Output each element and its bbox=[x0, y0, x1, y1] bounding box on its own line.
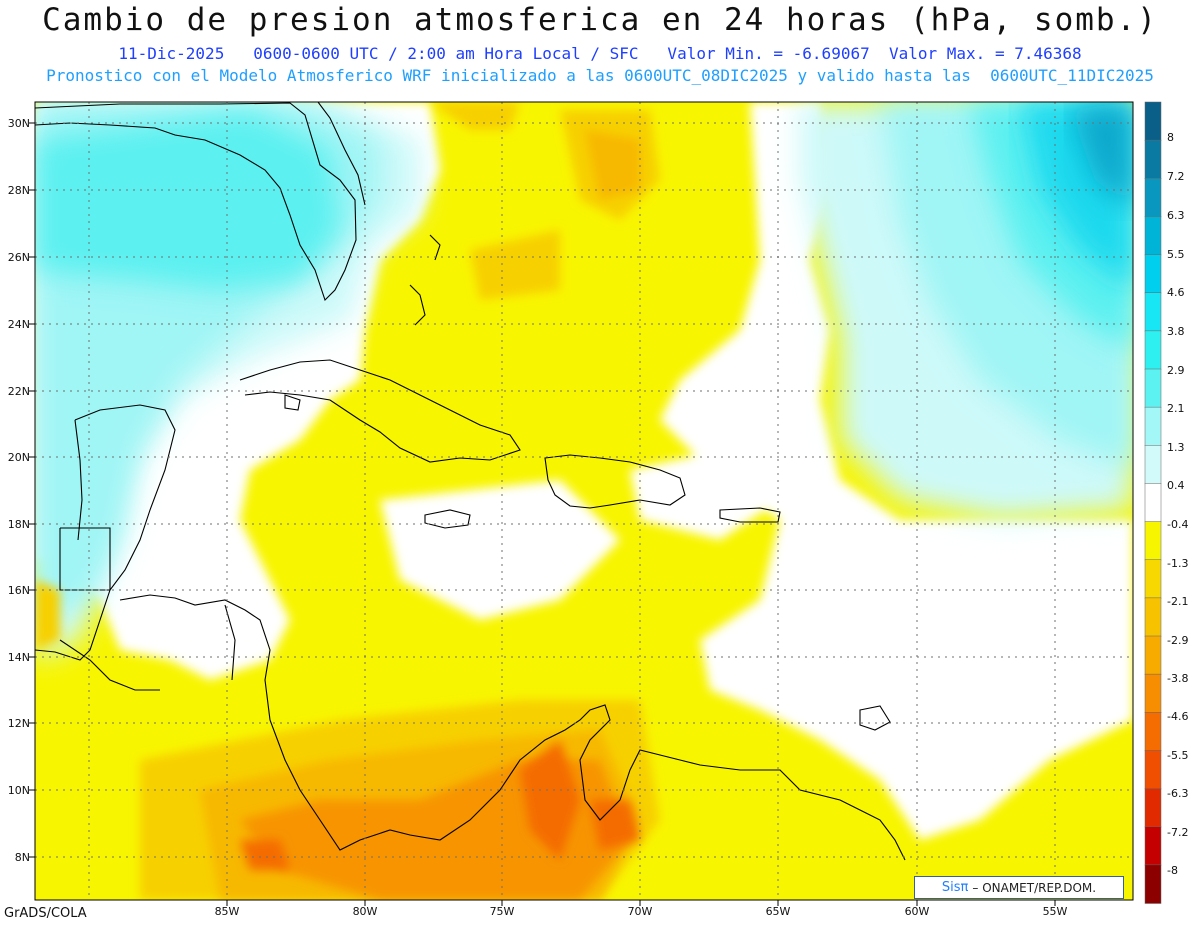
map-subtitle-dates: 11-Dic-2025 0600-0600 UTC / 2:00 am Hora… bbox=[118, 44, 1082, 63]
colorbar-label: -6.3 bbox=[1167, 787, 1189, 800]
lat-label: 16N bbox=[7, 584, 30, 597]
lon-label: 70W bbox=[627, 905, 653, 918]
lat-label: 12N bbox=[7, 717, 30, 730]
lon-label: 65W bbox=[765, 905, 791, 918]
colorbar-label: 4.6 bbox=[1167, 286, 1185, 299]
colorbar-swatch bbox=[1144, 864, 1162, 904]
lon-label: 80W bbox=[352, 905, 378, 918]
colorbar-label: -2.1 bbox=[1167, 595, 1189, 608]
colorbar-label: 3.8 bbox=[1167, 325, 1185, 338]
lon-label: 75W bbox=[489, 905, 515, 918]
colorbar-swatch bbox=[1144, 139, 1162, 180]
lon-label: 85W bbox=[214, 905, 240, 918]
lat-label: 14N bbox=[7, 651, 30, 664]
colorbar-swatch bbox=[1144, 673, 1162, 714]
software-credit: GrADS/COLA bbox=[4, 906, 87, 921]
colorbar-swatch bbox=[1144, 254, 1162, 294]
colorbar-swatch bbox=[1144, 330, 1162, 370]
colorbar-label: 8 bbox=[1167, 131, 1174, 144]
colorbar-label: -0.4 bbox=[1167, 518, 1189, 531]
colorbar-swatch bbox=[1144, 635, 1162, 675]
colorbar-label: -1.3 bbox=[1167, 557, 1189, 570]
sispi-logo: Sisπ bbox=[941, 880, 969, 895]
colorbar-swatch bbox=[1144, 368, 1162, 408]
colorbar-label: 7.2 bbox=[1167, 170, 1185, 183]
colorbar-swatch bbox=[1144, 483, 1162, 523]
map-subtitle-model: Pronostico con el Modelo Atmosferico WRF… bbox=[46, 66, 1154, 85]
colorbar-label: -3.8 bbox=[1167, 672, 1189, 685]
colorbar-swatch bbox=[1144, 445, 1162, 485]
colorbar-swatch bbox=[1144, 826, 1162, 866]
colorbar-label: 0.4 bbox=[1167, 479, 1185, 492]
colorbar-swatch bbox=[1144, 521, 1162, 561]
colorbar bbox=[1144, 101, 1162, 904]
colorbar-swatch bbox=[1144, 406, 1162, 447]
lat-label: 24N bbox=[7, 318, 30, 331]
colorbar-label: -4.6 bbox=[1167, 710, 1189, 723]
colorbar-swatch bbox=[1144, 292, 1162, 332]
lat-label: 8N bbox=[14, 851, 30, 864]
colorbar-label: 5.5 bbox=[1167, 248, 1185, 261]
credit-text: – ONAMET/REP.DOM. bbox=[972, 880, 1097, 895]
lat-label: 20N bbox=[7, 451, 30, 464]
colorbar-label: -5.5 bbox=[1167, 749, 1189, 762]
colorbar-label: 6.3 bbox=[1167, 209, 1185, 222]
graticule bbox=[35, 102, 1133, 900]
colorbar-label: -2.9 bbox=[1167, 634, 1189, 647]
colorbar-label: -7.2 bbox=[1167, 826, 1189, 839]
colorbar-label: 2.1 bbox=[1167, 402, 1185, 415]
colorbar-label: 1.3 bbox=[1167, 441, 1185, 454]
colorbar-swatch bbox=[1144, 101, 1162, 141]
lon-label: 55W bbox=[1042, 905, 1068, 918]
lat-label: 10N bbox=[7, 784, 30, 797]
colorbar-swatch bbox=[1144, 712, 1162, 752]
onamet-credit-box: Sisπ – ONAMET/REP.DOM. bbox=[914, 876, 1124, 899]
coastlines bbox=[35, 102, 906, 861]
lon-label: 60W bbox=[904, 905, 930, 918]
colorbar-swatch bbox=[1144, 750, 1162, 790]
colorbar-swatch bbox=[1144, 178, 1162, 218]
colorbar-label: -8 bbox=[1167, 864, 1178, 877]
colorbar-swatch bbox=[1144, 597, 1162, 637]
shaded-field bbox=[35, 102, 1133, 900]
axis-ticks bbox=[29, 122, 1056, 906]
lat-label: 22N bbox=[7, 385, 30, 398]
lat-label: 26N bbox=[7, 251, 30, 264]
lat-label: 30N bbox=[7, 117, 30, 130]
colorbar-swatch bbox=[1144, 216, 1162, 256]
lat-label: 28N bbox=[7, 184, 30, 197]
colorbar-swatch bbox=[1144, 559, 1162, 599]
colorbar-swatch bbox=[1144, 788, 1162, 828]
map-title: Cambio de presion atmosferica en 24 hora… bbox=[42, 2, 1158, 38]
colorbar-label: 2.9 bbox=[1167, 364, 1185, 377]
lat-label: 18N bbox=[7, 518, 30, 531]
